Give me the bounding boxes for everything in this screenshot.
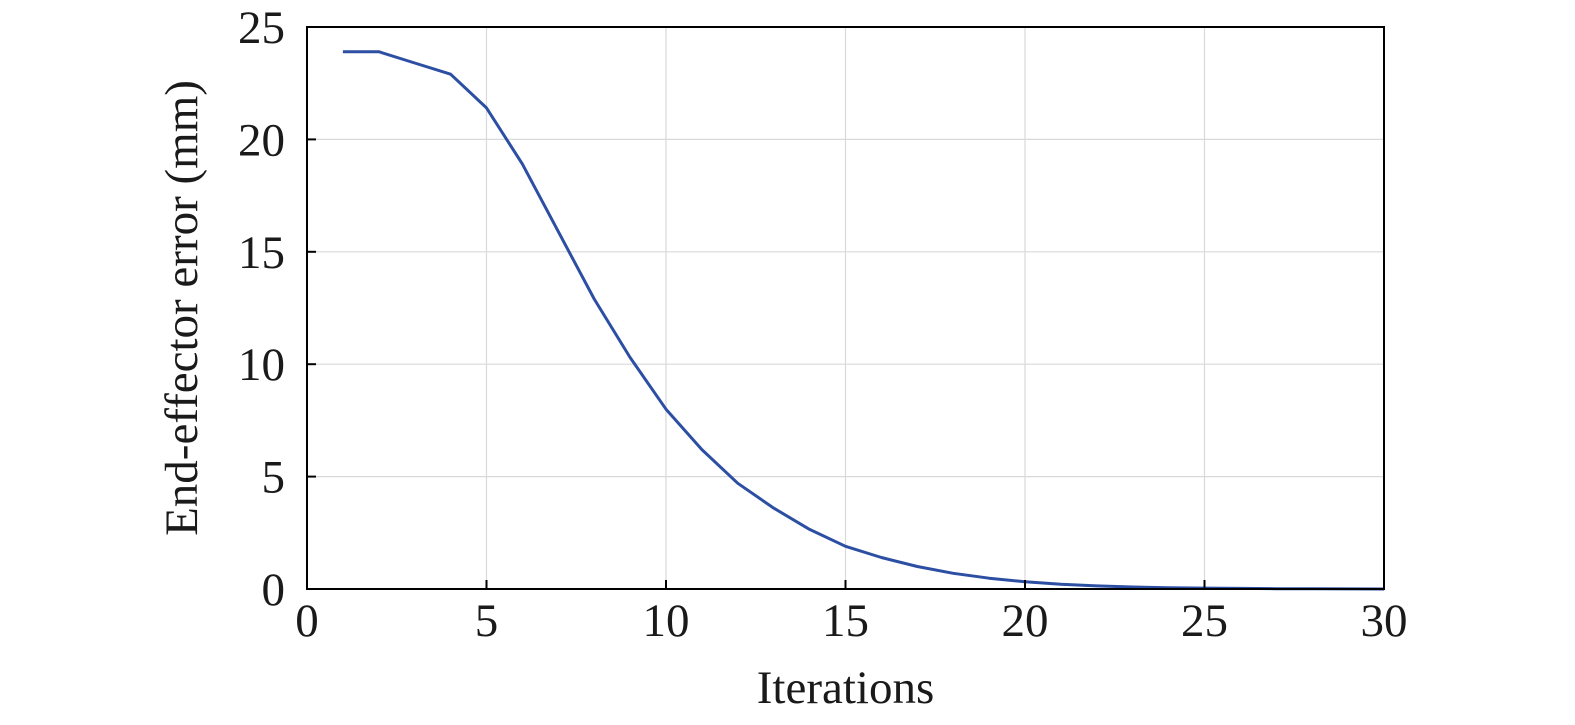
y-axis-label: End-effector error (mm): [156, 80, 208, 536]
x-tick-label: 30: [1361, 595, 1408, 647]
y-tick-label: 0: [262, 564, 286, 616]
x-tick-label: 20: [1002, 595, 1049, 647]
x-tick-label: 10: [643, 595, 690, 647]
x-tick-label: 0: [295, 595, 319, 647]
y-tick-label: 5: [262, 452, 286, 504]
y-tick-label: 25: [238, 2, 285, 54]
series-line: [342, 50, 1385, 591]
x-tick-label: 25: [1181, 595, 1228, 647]
x-tick-label: 5: [475, 595, 499, 647]
y-tick-label: 10: [238, 339, 285, 391]
y-tick-label: 15: [238, 227, 285, 279]
y-tick-label: 20: [238, 114, 285, 166]
axis-ticks: 0 5 10 15 20 25 30 0 5 10 15 20 25: [238, 2, 1408, 647]
x-axis-label: Iterations: [757, 662, 935, 714]
series-layer: [342, 50, 1385, 591]
grid: [307, 27, 1384, 589]
x-tick-label: 15: [822, 595, 869, 647]
